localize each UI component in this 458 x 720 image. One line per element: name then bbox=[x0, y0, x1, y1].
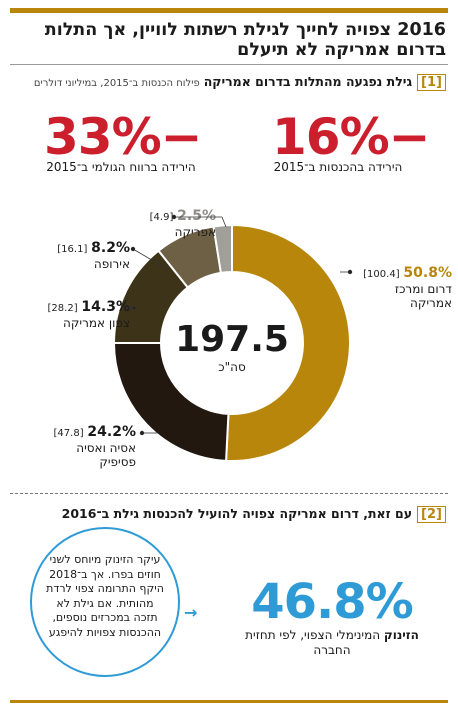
slice-pct: 50.8% bbox=[403, 265, 452, 281]
explanation-text: עיקר הזינוק מיוחס לשני חוזים בפרו. אך ב־… bbox=[46, 553, 164, 639]
slice-pct: 14.3% bbox=[81, 299, 130, 315]
slice-label-asia-pacific: 24.2% [47.8] אסיה ואסיה פסיפיק bbox=[26, 425, 136, 469]
leader-line bbox=[132, 248, 163, 267]
minimum-jump-caption: הזינוק המינימלי הצפוי, לפי תחזית החברה bbox=[232, 628, 432, 658]
slice-name: צפון אמריקה bbox=[63, 316, 130, 330]
top-accent-bar bbox=[10, 8, 448, 13]
leader-dot bbox=[171, 214, 177, 220]
donut-slice bbox=[225, 223, 351, 462]
caption-rest: המינימלי הצפוי, לפי תחזית החברה bbox=[245, 628, 384, 657]
gross-profit-drop-caption: הירידה ברווח הגולמי ב־2015 bbox=[46, 160, 196, 174]
dashed-divider bbox=[10, 493, 448, 494]
gross-profit-drop-value: 33%− bbox=[44, 108, 203, 166]
minimum-jump-value: 46.8% bbox=[251, 574, 414, 630]
arrow-icon: → bbox=[184, 603, 198, 622]
slice-value: [100.4] bbox=[363, 269, 400, 280]
section-1-number: [1] bbox=[417, 74, 446, 91]
slice-pct: 24.2% bbox=[87, 424, 136, 440]
slice-name: אירופה bbox=[93, 257, 130, 271]
donut-total-label: סה"כ bbox=[218, 360, 246, 374]
leader-line bbox=[221, 216, 227, 228]
slice-value: [47.8] bbox=[53, 428, 84, 439]
slice-value: [4.9] bbox=[149, 212, 174, 223]
section-2-header: [2] עם זאת, דרום אמריקה צפויה להועיל להכנ… bbox=[12, 503, 446, 523]
headline: 2016 צפויה לחייך לגילת רשתות לוויין, אך … bbox=[44, 20, 446, 60]
leader-dot bbox=[347, 269, 353, 275]
section-1-subtitle: פילוח הכנסות ב־2015, במיליוני דולרים bbox=[33, 78, 200, 89]
leader-dot bbox=[130, 246, 136, 252]
section-1-header: [1] גילת נפגעה מהתלות בדרום אמריקהפילוח ה… bbox=[12, 71, 446, 91]
slice-value: [16.1] bbox=[57, 244, 88, 255]
slice-pct: 8.2% bbox=[91, 240, 130, 256]
slice-name: דרום ומרכז אמריקה bbox=[394, 282, 452, 310]
section-1-title: גילת נפגעה מהתלות בדרום אמריקה bbox=[203, 74, 413, 89]
leader-dot bbox=[131, 305, 137, 311]
revenue-donut-chart bbox=[112, 223, 351, 462]
slice-value: [28.2] bbox=[47, 303, 78, 314]
section-2-title: עם זאת, דרום אמריקה צפויה להועיל להכנסות… bbox=[61, 506, 413, 521]
revenue-drop-caption: הירידה בהכנסות ב־2015 bbox=[273, 160, 403, 174]
leader-dot bbox=[139, 430, 145, 436]
slice-label-south-america: 50.8% [100.4] דרום ומרכז אמריקה bbox=[352, 266, 452, 310]
explanation-bubble bbox=[30, 527, 180, 677]
slice-name: אסיה ואסיה פסיפיק bbox=[76, 441, 136, 469]
slice-label-europe: 8.2% [16.1] אירופה bbox=[10, 241, 130, 271]
donut-slice bbox=[212, 223, 233, 275]
slice-name: אפריקה bbox=[174, 225, 216, 239]
revenue-drop-value: 16%− bbox=[272, 108, 431, 166]
section-2-number: [2] bbox=[417, 506, 446, 523]
slice-label-north-america: 14.3% [28.2] צפון אמריקה bbox=[10, 300, 130, 330]
caption-bold: הזינוק bbox=[383, 628, 419, 642]
slice-pct: 2.5% bbox=[177, 208, 216, 224]
donut-total-value: 197.5 bbox=[175, 319, 289, 360]
bottom-accent-bar bbox=[10, 700, 448, 703]
slice-label-africa: 2.5% [4.9] אפריקה bbox=[96, 209, 216, 239]
divider bbox=[10, 64, 448, 65]
